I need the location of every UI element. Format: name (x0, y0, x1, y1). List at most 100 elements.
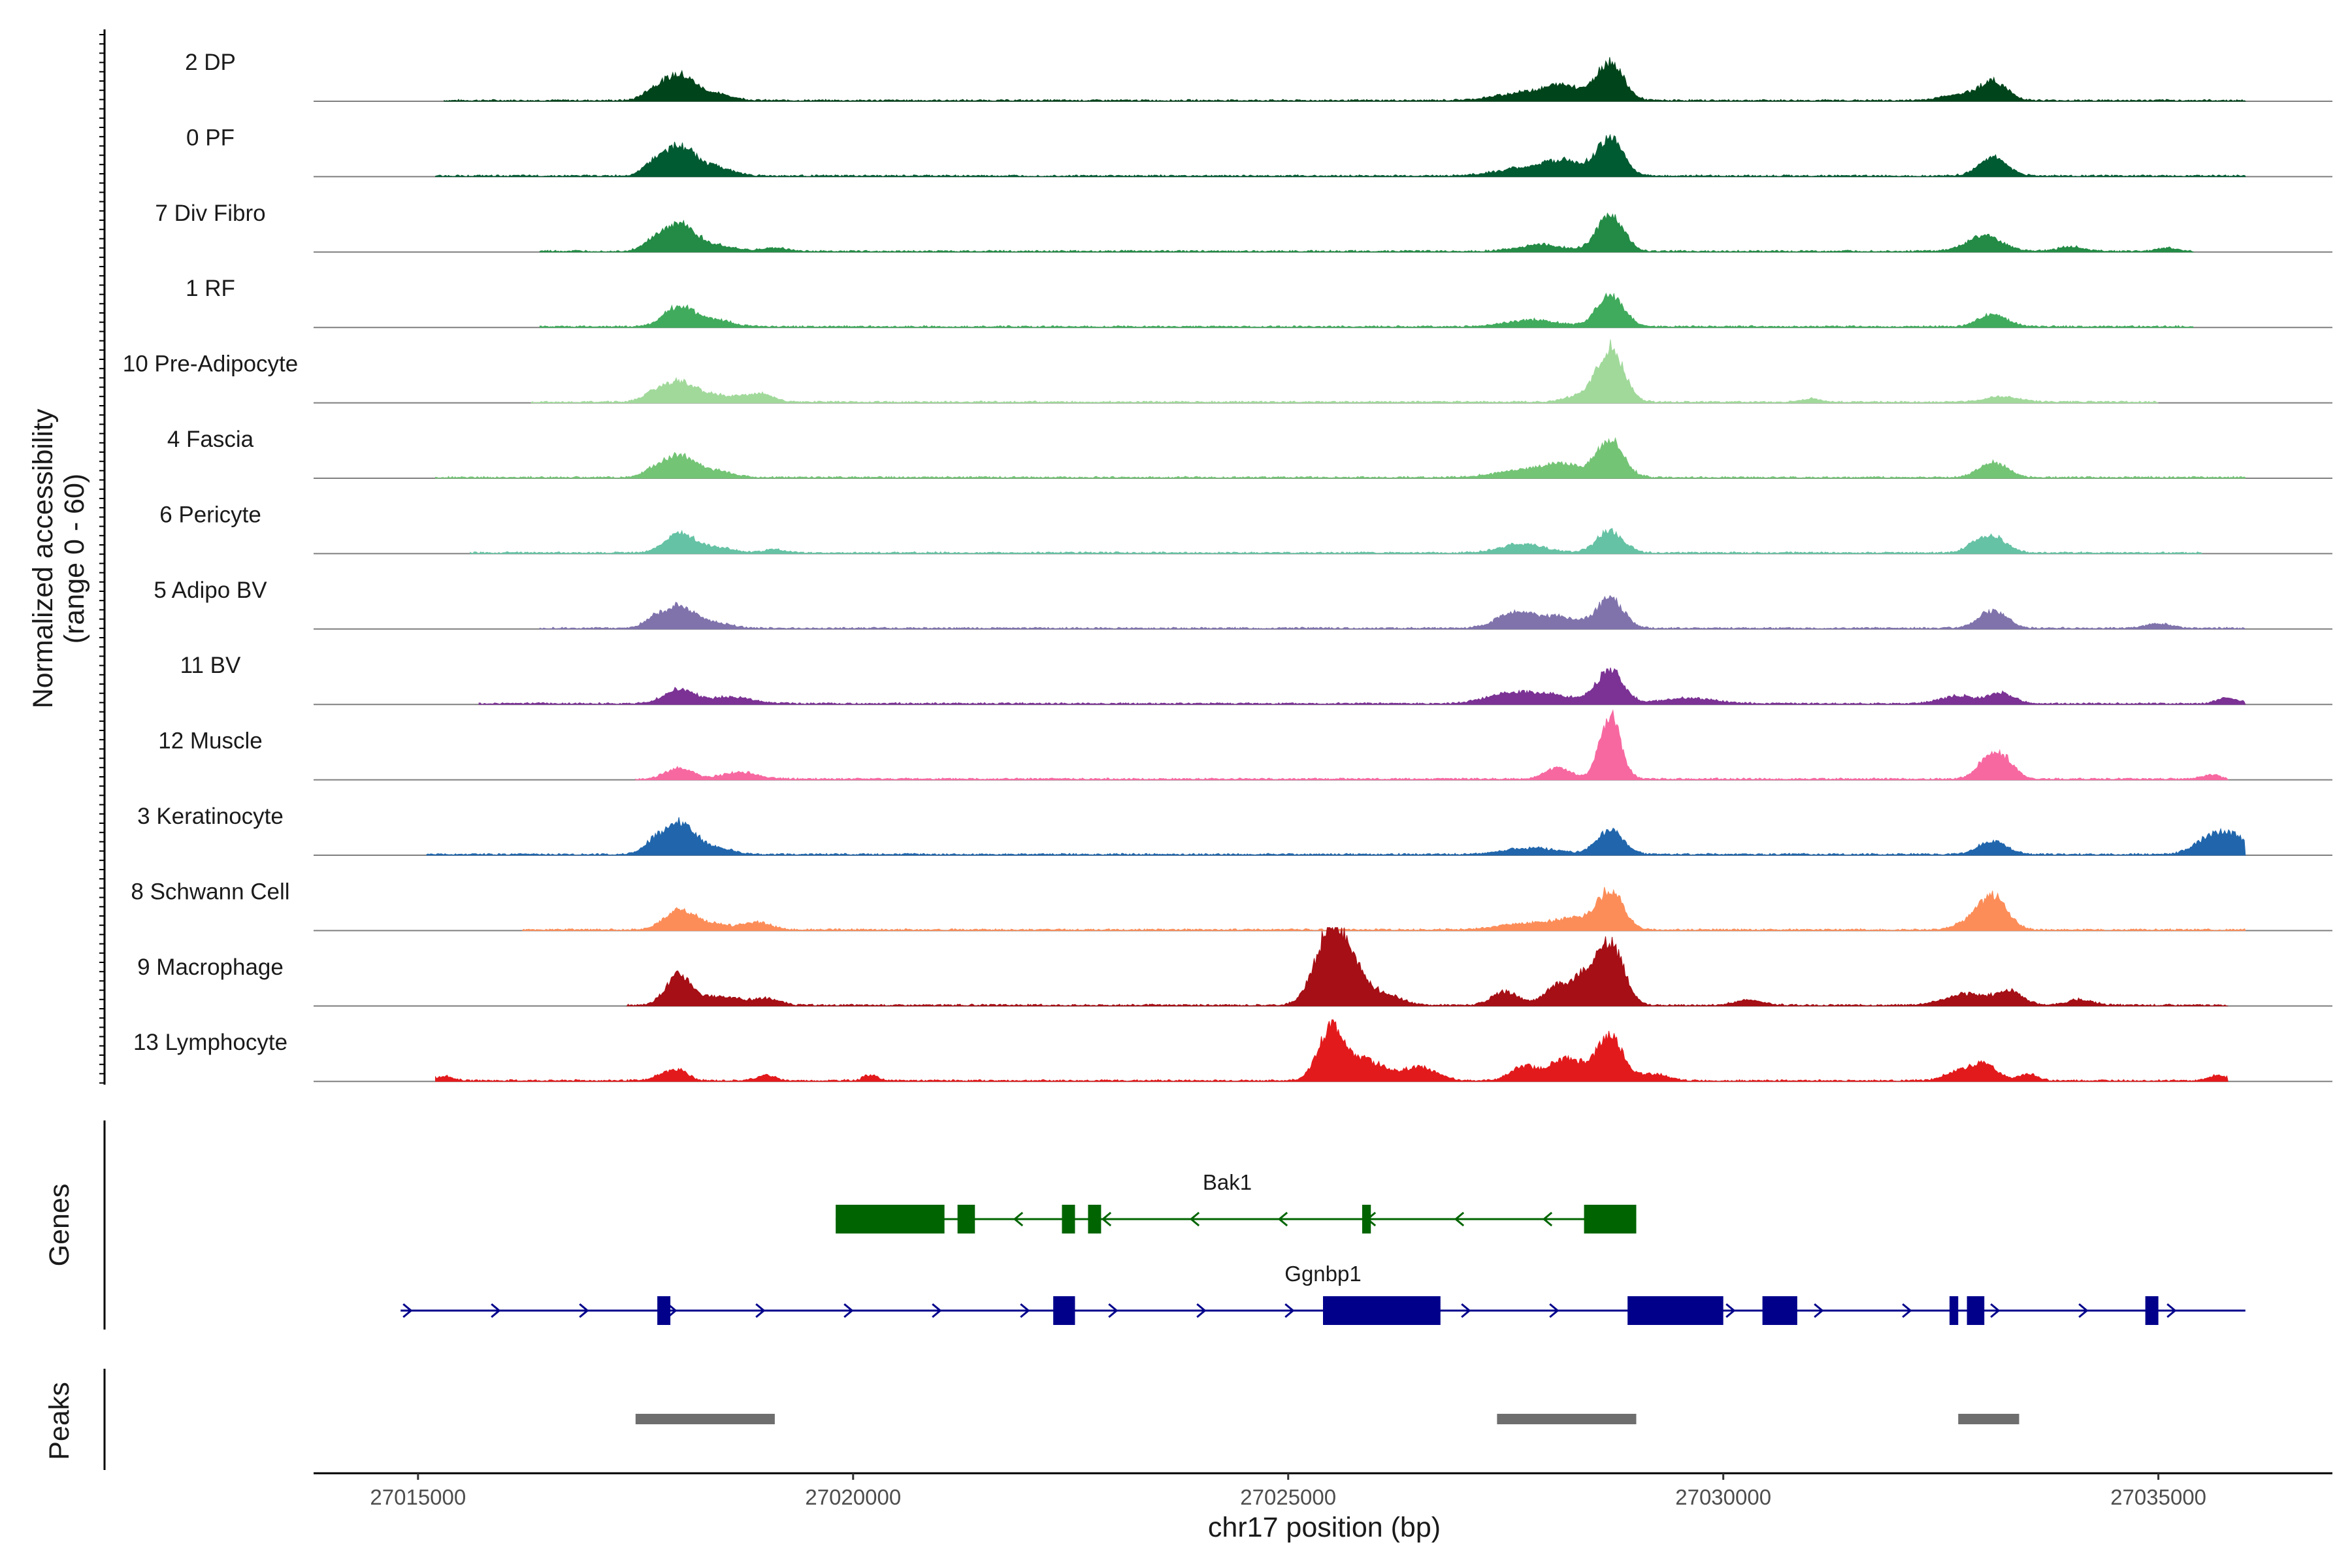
track-10-pre-adipocyte: 10 Pre-Adipocyte (123, 339, 2332, 404)
track-label: 3 Keratinocyte (137, 804, 284, 829)
coverage-tracks: 2 DP 0 PF 7 Div Fibro 1 RF 10 Pre-Adipocyte 4… (123, 50, 2332, 1083)
strand-arrow (1189, 1211, 1200, 1227)
coverage-area (539, 292, 2194, 328)
gene-exon (1362, 1205, 1371, 1233)
strand-arrow (1108, 1303, 1119, 1318)
track-3-keratinocyte: 3 Keratinocyte (137, 804, 2332, 856)
track-label: 1 RF (186, 276, 235, 301)
track-label: 9 Macrophage (137, 955, 284, 980)
coverage-area (627, 926, 2229, 1007)
peak-region (1497, 1414, 1637, 1424)
gene-exon (1323, 1296, 1441, 1325)
track-label: 7 Div Fibro (155, 201, 265, 226)
gene-exon (2145, 1296, 2159, 1325)
track-label: 5 Adipo BV (154, 578, 267, 603)
strand-arrow (667, 1303, 678, 1318)
strand-arrow (2166, 1303, 2177, 1318)
track-11-bv: 11 BV (180, 653, 2332, 706)
gene-exon (1967, 1296, 1985, 1325)
track-2-dp: 2 DP (185, 50, 2332, 102)
strand-arrow (1902, 1303, 1912, 1318)
track-label: 2 DP (185, 50, 236, 75)
gene-exon (1062, 1205, 1075, 1233)
y-axis-title-range: (range 0 - 60) (59, 474, 90, 644)
x-tick-label: 27030000 (1675, 1485, 1771, 1509)
x-tick-label: 27015000 (370, 1485, 466, 1509)
y-axis-title: Normalized accessibility (27, 408, 59, 708)
gene-exon (1053, 1296, 1075, 1325)
strand-arrow (1020, 1303, 1030, 1318)
peak-region (635, 1414, 775, 1424)
track-7-div-fibro: 7 Div Fibro (155, 201, 2332, 253)
coverage-area (478, 667, 2246, 705)
strand-arrow (1814, 1303, 1824, 1318)
track-9-macrophage: 9 Macrophage (137, 926, 2332, 1007)
strand-arrow (1196, 1303, 1207, 1318)
coverage-area (470, 528, 2203, 555)
gene-exon (657, 1296, 671, 1325)
gene-exon (957, 1205, 975, 1233)
gene-annotation-panel: Bak1 Ggnbp1 (400, 1170, 2246, 1325)
track-13-lymphocyte: 13 Lymphocyte (133, 1019, 2332, 1083)
strand-arrow (932, 1303, 942, 1318)
coverage-area (435, 436, 2246, 479)
track-1-rf: 1 RF (186, 276, 2332, 329)
gene-name-label: Bak1 (1203, 1170, 1252, 1194)
strand-arrow (1990, 1303, 2001, 1318)
track-label: 13 Lymphocyte (133, 1030, 287, 1055)
strand-arrow (755, 1303, 766, 1318)
strand-arrow (579, 1303, 589, 1318)
gene-exon (1088, 1205, 1102, 1233)
strand-arrow (1461, 1303, 1471, 1318)
peak-panel (635, 1414, 2019, 1424)
x-tick-label: 27035000 (2110, 1485, 2206, 1509)
strand-arrow (1454, 1211, 1465, 1227)
track-12-muscle: 12 Muscle (158, 709, 2332, 781)
coverage-area (539, 595, 2246, 630)
gene-exon (1584, 1205, 1637, 1233)
strand-arrow (1101, 1211, 1112, 1227)
track-0-pf: 0 PF (186, 125, 2332, 178)
x-axis-title: chr17 position (bp) (1208, 1512, 1441, 1543)
strand-arrow (402, 1303, 413, 1318)
strand-arrow (1549, 1303, 1560, 1318)
coverage-area (539, 212, 2195, 253)
track-label: 12 Muscle (158, 728, 263, 754)
gene-ggnbp1: Ggnbp1 (400, 1262, 2246, 1325)
coverage-area (435, 133, 2246, 178)
coverage-area (444, 57, 2246, 102)
gene-name-label: Ggnbp1 (1284, 1262, 1361, 1286)
track-label: 11 BV (180, 653, 241, 678)
peak-region (1958, 1414, 2019, 1424)
strand-arrow (1542, 1211, 1553, 1227)
track-8-schwann-cell: 8 Schwann Cell (131, 879, 2332, 932)
coverage-area (426, 817, 2246, 856)
strand-arrow (1725, 1303, 1736, 1318)
track-label: 6 Pericyte (159, 502, 261, 527)
track-6-pericyte: 6 Pericyte (159, 502, 2332, 555)
track-5-adipo-bv: 5 Adipo BV (154, 578, 2332, 630)
track-4-fascia: 4 Fascia (167, 427, 2332, 479)
coverage-area (635, 709, 2229, 781)
coverage-area (531, 339, 2159, 404)
coverage-area (522, 887, 2246, 932)
gene-exon (1627, 1296, 1723, 1325)
strand-arrow (2078, 1303, 2089, 1318)
strand-arrow (1284, 1303, 1295, 1318)
track-label: 4 Fascia (167, 427, 254, 452)
gene-bak1: Bak1 (836, 1170, 1637, 1233)
genes-panel-title: Genes (44, 1184, 75, 1267)
track-label: 0 PF (186, 125, 235, 150)
strand-arrow (843, 1303, 854, 1318)
strand-arrow (1277, 1211, 1288, 1227)
x-tick-label: 27025000 (1240, 1485, 1336, 1509)
peaks-panel-title: Peaks (44, 1382, 75, 1460)
gene-exon (836, 1205, 945, 1233)
strand-arrow (491, 1303, 501, 1318)
gene-exon (1762, 1296, 1797, 1325)
track-label: 10 Pre-Adipocyte (123, 351, 298, 377)
coverage-area (435, 1019, 2229, 1082)
x-tick-label: 27020000 (805, 1485, 901, 1509)
gene-exon (1949, 1296, 1959, 1325)
